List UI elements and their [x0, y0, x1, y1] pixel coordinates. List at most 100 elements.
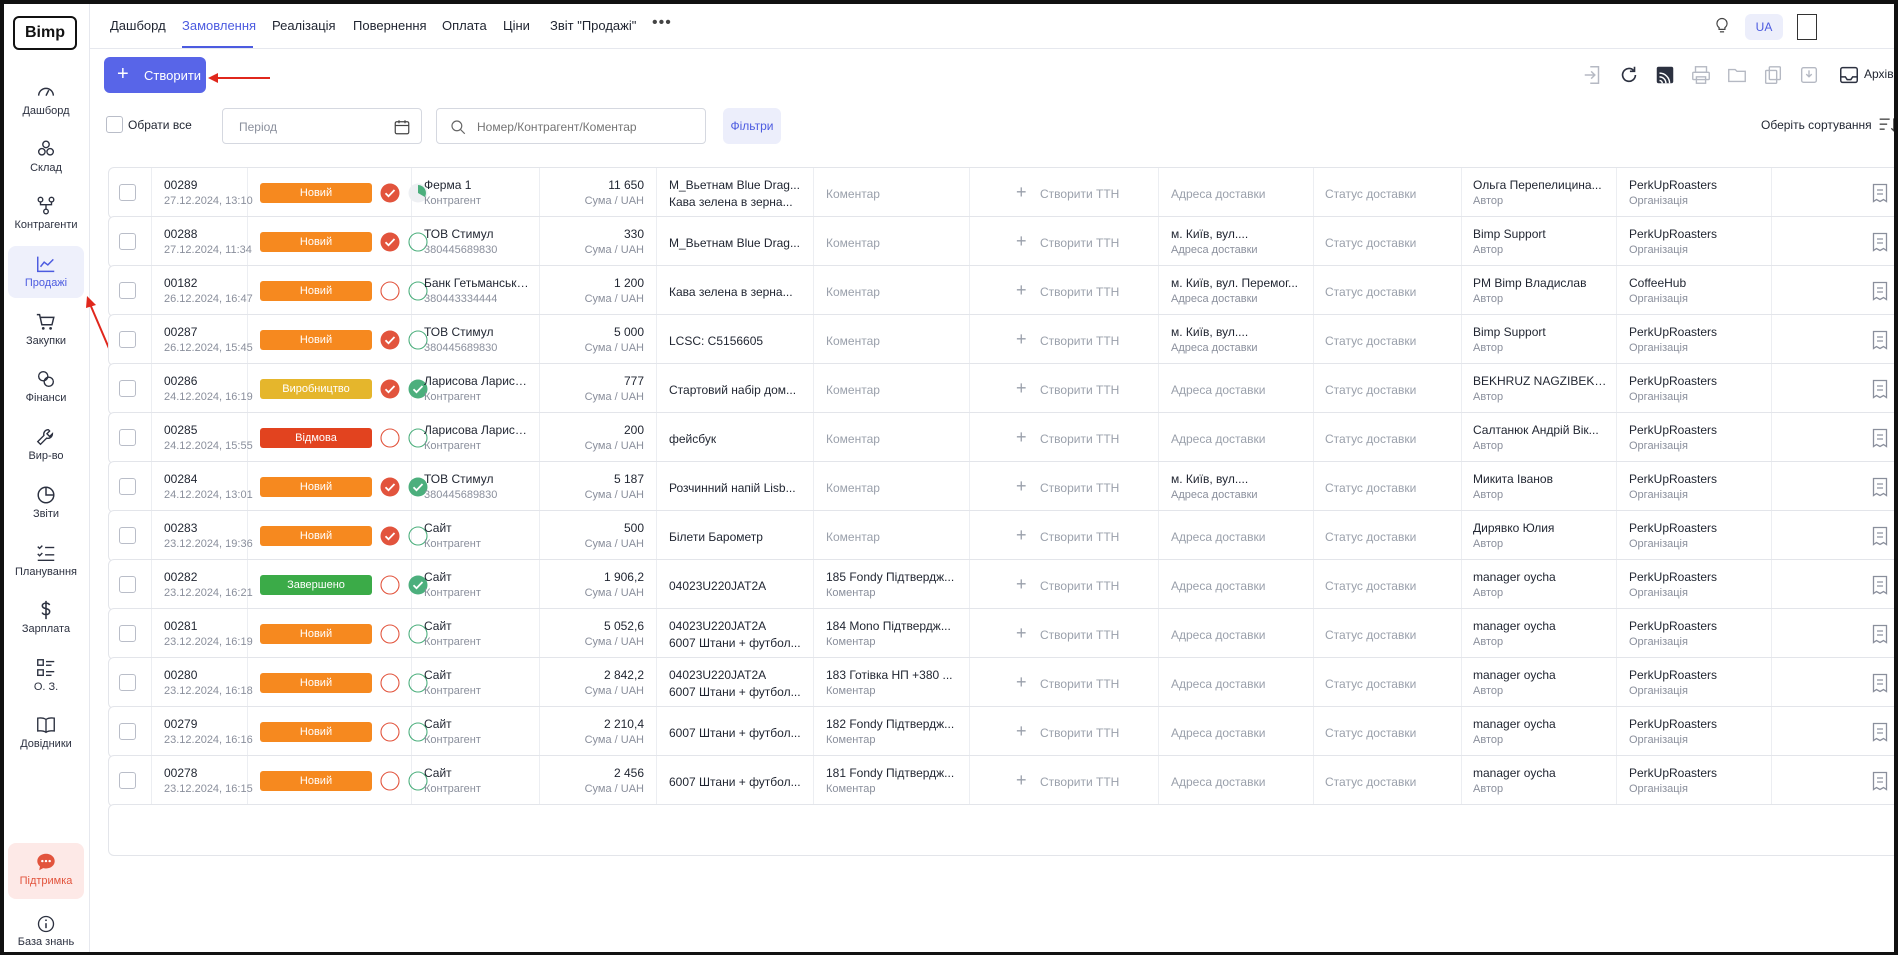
status-badge[interactable]: Новий	[260, 673, 372, 693]
order-number[interactable]: 00182	[164, 276, 198, 290]
document-icon[interactable]	[1872, 232, 1888, 252]
document-icon[interactable]	[1872, 575, 1888, 595]
check-circle-icon[interactable]	[380, 330, 400, 350]
row-checkbox[interactable]	[119, 282, 136, 299]
document-icon[interactable]	[1872, 722, 1888, 742]
document-icon[interactable]	[1872, 183, 1888, 203]
table-row[interactable]: 00280 23.12.2024, 16:18 Новий Сайт Контраген…	[108, 657, 1894, 709]
comment-cell[interactable]: 183 Готівка НП +380 ... Коментар	[814, 658, 970, 708]
order-number[interactable]: 00278	[164, 766, 198, 780]
table-row[interactable]: 00287 26.12.2024, 15:45 Новий ТОВ Стимул 380…	[108, 314, 1894, 366]
create-ttn-button[interactable]: Створити ТТН	[1040, 187, 1120, 201]
contractor-name[interactable]: ТОВ Стимул	[424, 227, 494, 241]
tab-dashboard[interactable]: Дашборд	[110, 18, 166, 33]
check-circle-icon[interactable]	[380, 526, 400, 546]
check-circle-icon[interactable]	[380, 232, 400, 252]
document-icon[interactable]	[1872, 281, 1888, 301]
tab-orders[interactable]: Замовлення	[182, 18, 257, 33]
empty-circle-icon[interactable]	[380, 771, 400, 791]
create-ttn-button[interactable]: Створити ТТН	[1040, 383, 1120, 397]
table-row[interactable]: 00282 23.12.2024, 16:21 Завершено Сайт Контр…	[108, 559, 1894, 611]
status-badge[interactable]: Новий	[260, 183, 372, 203]
row-checkbox[interactable]	[119, 380, 136, 397]
sidebar-item-2[interactable]: Контрагенти	[8, 188, 84, 240]
sidebar-item-3[interactable]: Продажі	[8, 246, 84, 298]
filters-button[interactable]: Фільтри	[723, 108, 781, 144]
row-checkbox[interactable]	[119, 429, 136, 446]
table-row[interactable]: 00281 23.12.2024, 16:19 Новий Сайт Контраген…	[108, 608, 1894, 660]
empty-circle-icon[interactable]	[380, 428, 400, 448]
table-row[interactable]: 00279 23.12.2024, 16:16 Новий Сайт Контраген…	[108, 706, 1894, 758]
status-badge[interactable]: Новий	[260, 722, 372, 742]
empty-circle-icon[interactable]	[380, 722, 400, 742]
status-badge[interactable]: Новий	[260, 281, 372, 301]
row-checkbox[interactable]	[119, 184, 136, 201]
row-checkbox[interactable]	[119, 772, 136, 789]
document-icon[interactable]	[1872, 379, 1888, 399]
status-badge[interactable]: Новий	[260, 232, 372, 252]
table-row[interactable]: 00286 24.12.2024, 16:19 Виробництво Ларисов…	[108, 363, 1894, 415]
create-ttn-button[interactable]: Створити ТТН	[1040, 236, 1120, 250]
table-row[interactable]: 00283 23.12.2024, 19:36 Новий Сайт Контраген…	[108, 510, 1894, 562]
bimp-logo[interactable]: Bimp	[13, 16, 77, 50]
empty-circle-icon[interactable]	[380, 575, 400, 595]
order-number[interactable]: 00287	[164, 325, 198, 339]
language-switch[interactable]: UA	[1745, 14, 1783, 40]
comment-cell[interactable]: Коментар	[814, 462, 970, 512]
status-badge[interactable]: Виробництво	[260, 379, 372, 399]
comment-cell[interactable]: 181 Fondy Підтвердж... Коментар	[814, 756, 970, 806]
status-badge[interactable]: Новий	[260, 330, 372, 350]
user-avatar[interactable]	[1797, 14, 1817, 40]
sidebar-item-4[interactable]: Закупки	[8, 304, 84, 356]
contractor-name[interactable]: Сайт	[424, 668, 452, 682]
create-ttn-button[interactable]: Створити ТТН	[1040, 334, 1120, 348]
check-circle-icon[interactable]	[380, 183, 400, 203]
row-checkbox[interactable]	[119, 723, 136, 740]
more-tabs-button[interactable]: •••	[652, 14, 672, 31]
sidebar-item-5[interactable]: Фінанси	[8, 361, 84, 413]
sidebar-item-11[interactable]: Довідники	[8, 707, 84, 759]
row-checkbox[interactable]	[119, 233, 136, 250]
create-ttn-button[interactable]: Створити ТТН	[1040, 481, 1120, 495]
tab-payment[interactable]: Оплата	[442, 18, 487, 33]
refresh-icon[interactable]	[1618, 64, 1640, 86]
address-cell[interactable]: Адреса доставки	[1159, 609, 1314, 659]
comment-cell[interactable]: Коментар	[814, 168, 970, 218]
cast-icon[interactable]	[1654, 64, 1676, 86]
table-row[interactable]: 00289 27.12.2024, 13:10 Новий Ферма 1 Контра…	[108, 167, 1894, 219]
order-number[interactable]: 00286	[164, 374, 198, 388]
create-ttn-button[interactable]: Створити ТТН	[1040, 677, 1120, 691]
document-icon[interactable]	[1872, 428, 1888, 448]
address-cell[interactable]: м. Київ, вул.... Адреса доставки	[1159, 462, 1314, 512]
row-checkbox[interactable]	[119, 674, 136, 691]
address-cell[interactable]: Адреса доставки	[1159, 364, 1314, 414]
comment-cell[interactable]: 182 Fondy Підтвердж... Коментар	[814, 707, 970, 757]
select-all-checkbox[interactable]	[106, 116, 123, 133]
address-cell[interactable]: Адреса доставки	[1159, 658, 1314, 708]
comment-cell[interactable]: 184 Mono Підтвердж... Коментар	[814, 609, 970, 659]
table-row[interactable]: 00284 24.12.2024, 13:01 Новий ТОВ Стимул 380…	[108, 461, 1894, 513]
sidebar-item-9[interactable]: Зарплата	[8, 592, 84, 644]
contractor-name[interactable]: Ларисова Лариса Ла...	[424, 374, 532, 388]
document-icon[interactable]	[1872, 673, 1888, 693]
check-circle-icon[interactable]	[380, 477, 400, 497]
document-icon[interactable]	[1872, 771, 1888, 791]
contractor-name[interactable]: Банк Гетьманське сх...	[424, 276, 532, 290]
comment-cell[interactable]: Коментар	[814, 364, 970, 414]
folder-icon[interactable]	[1726, 64, 1748, 86]
status-badge[interactable]: Новий	[260, 624, 372, 644]
create-ttn-button[interactable]: Створити ТТН	[1040, 432, 1120, 446]
status-badge[interactable]: Новий	[260, 526, 372, 546]
row-checkbox[interactable]	[119, 527, 136, 544]
empty-circle-icon[interactable]	[380, 281, 400, 301]
sidebar-item-10[interactable]: О. З.	[8, 650, 84, 702]
document-icon[interactable]	[1872, 330, 1888, 350]
select-all-label[interactable]: Обрати все	[128, 118, 192, 132]
tab-sales-report[interactable]: Звіт "Продажі"	[550, 18, 637, 33]
status-badge[interactable]: Новий	[260, 771, 372, 791]
order-number[interactable]: 00285	[164, 423, 198, 437]
comment-cell[interactable]: Коментар	[814, 315, 970, 365]
row-checkbox[interactable]	[119, 331, 136, 348]
empty-circle-icon[interactable]	[380, 673, 400, 693]
comment-cell[interactable]: Коментар	[814, 217, 970, 267]
